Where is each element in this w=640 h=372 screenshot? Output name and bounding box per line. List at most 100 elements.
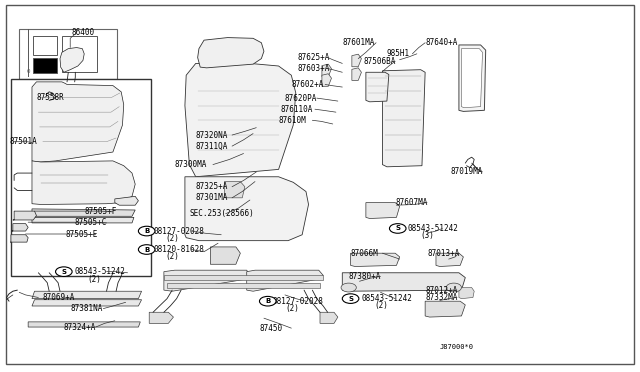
Text: B: B	[144, 228, 149, 234]
Polygon shape	[32, 291, 141, 299]
Text: 87300MA: 87300MA	[175, 160, 207, 169]
Text: 87610M: 87610M	[278, 116, 307, 125]
Text: 87066M: 87066M	[351, 249, 378, 258]
Text: 87301MA: 87301MA	[196, 193, 228, 202]
Text: 87012+A: 87012+A	[425, 286, 458, 295]
Text: 08120-81628: 08120-81628	[153, 245, 204, 254]
Text: (2): (2)	[88, 275, 101, 283]
Text: (3): (3)	[420, 231, 435, 240]
Text: 87380+A: 87380+A	[349, 272, 381, 281]
Text: S: S	[396, 225, 400, 231]
Text: 87069+A: 87069+A	[43, 293, 75, 302]
Text: 87381NA: 87381NA	[70, 304, 102, 313]
Text: 87501A: 87501A	[10, 137, 37, 146]
Polygon shape	[383, 70, 425, 167]
Text: B: B	[144, 247, 149, 253]
Polygon shape	[322, 64, 332, 77]
Bar	[33, 36, 58, 55]
Text: 87450: 87450	[259, 324, 283, 333]
Polygon shape	[225, 182, 245, 198]
Text: 87640+A: 87640+A	[425, 38, 458, 47]
Polygon shape	[12, 224, 28, 231]
Polygon shape	[185, 63, 296, 177]
Text: 87607MA: 87607MA	[395, 198, 428, 207]
Polygon shape	[32, 300, 141, 306]
Circle shape	[259, 296, 276, 306]
Text: 87601MA: 87601MA	[342, 38, 374, 47]
Circle shape	[390, 224, 406, 233]
Polygon shape	[28, 322, 140, 327]
Polygon shape	[351, 253, 399, 266]
Polygon shape	[115, 196, 138, 205]
Polygon shape	[32, 82, 124, 162]
Polygon shape	[366, 72, 389, 102]
Polygon shape	[60, 48, 84, 72]
Text: 08127-02028: 08127-02028	[272, 297, 323, 306]
Text: 0: 0	[26, 70, 29, 74]
Polygon shape	[164, 275, 323, 280]
Text: 876110A: 876110A	[280, 105, 313, 114]
Bar	[62, 36, 97, 72]
Text: 87505+C: 87505+C	[75, 218, 107, 227]
Text: 87013+A: 87013+A	[427, 249, 460, 258]
Text: 87324+A: 87324+A	[64, 323, 96, 331]
Polygon shape	[461, 49, 483, 108]
Circle shape	[138, 245, 155, 254]
Text: 87019MA: 87019MA	[451, 167, 483, 176]
Text: 87505+F: 87505+F	[84, 207, 116, 217]
Text: 985H1: 985H1	[387, 49, 410, 58]
Text: SEC.253(28566): SEC.253(28566)	[189, 209, 254, 218]
Text: B: B	[265, 298, 270, 304]
Text: 87320NA: 87320NA	[196, 131, 228, 140]
Text: J87000*0: J87000*0	[440, 344, 474, 350]
Polygon shape	[198, 38, 264, 68]
Bar	[11, 79, 151, 276]
Text: 87505+E: 87505+E	[65, 230, 97, 239]
Text: 87325+A: 87325+A	[196, 182, 228, 191]
Text: 87602+A: 87602+A	[291, 80, 324, 89]
Polygon shape	[366, 203, 399, 218]
Text: S: S	[61, 269, 67, 275]
Text: 86400: 86400	[72, 28, 95, 37]
Text: (2): (2)	[374, 301, 388, 311]
Polygon shape	[342, 273, 465, 291]
Polygon shape	[246, 270, 323, 291]
Circle shape	[56, 267, 72, 276]
Text: 08543-51242: 08543-51242	[408, 224, 459, 233]
Text: S: S	[348, 296, 353, 302]
Text: 87603+A: 87603+A	[298, 64, 330, 73]
Bar	[19, 29, 117, 79]
Circle shape	[138, 226, 155, 236]
Polygon shape	[149, 312, 173, 323]
Polygon shape	[436, 253, 463, 266]
Polygon shape	[459, 288, 474, 299]
Polygon shape	[320, 312, 338, 323]
Polygon shape	[322, 74, 332, 86]
Polygon shape	[211, 247, 241, 264]
Polygon shape	[185, 177, 308, 241]
Text: (2): (2)	[166, 252, 180, 262]
Polygon shape	[352, 54, 362, 67]
Polygon shape	[10, 235, 28, 242]
Text: (2): (2)	[285, 304, 299, 313]
Circle shape	[342, 294, 359, 304]
Text: (2): (2)	[166, 234, 180, 243]
Polygon shape	[13, 211, 36, 220]
Polygon shape	[459, 45, 486, 112]
Text: 08543-51242: 08543-51242	[75, 267, 125, 276]
Bar	[33, 58, 58, 73]
Polygon shape	[164, 270, 250, 291]
Polygon shape	[167, 283, 320, 288]
Text: 08543-51242: 08543-51242	[362, 294, 412, 303]
Polygon shape	[32, 217, 134, 223]
Polygon shape	[32, 161, 135, 205]
Polygon shape	[32, 209, 135, 216]
Polygon shape	[352, 68, 362, 80]
Circle shape	[446, 283, 461, 292]
Circle shape	[341, 283, 356, 292]
Text: 87625+A: 87625+A	[298, 53, 330, 62]
Text: 87332MA: 87332MA	[425, 293, 458, 302]
Text: 08127-02028: 08127-02028	[153, 227, 204, 235]
Text: 87506BA: 87506BA	[364, 57, 396, 66]
Text: 87558R: 87558R	[36, 93, 64, 102]
